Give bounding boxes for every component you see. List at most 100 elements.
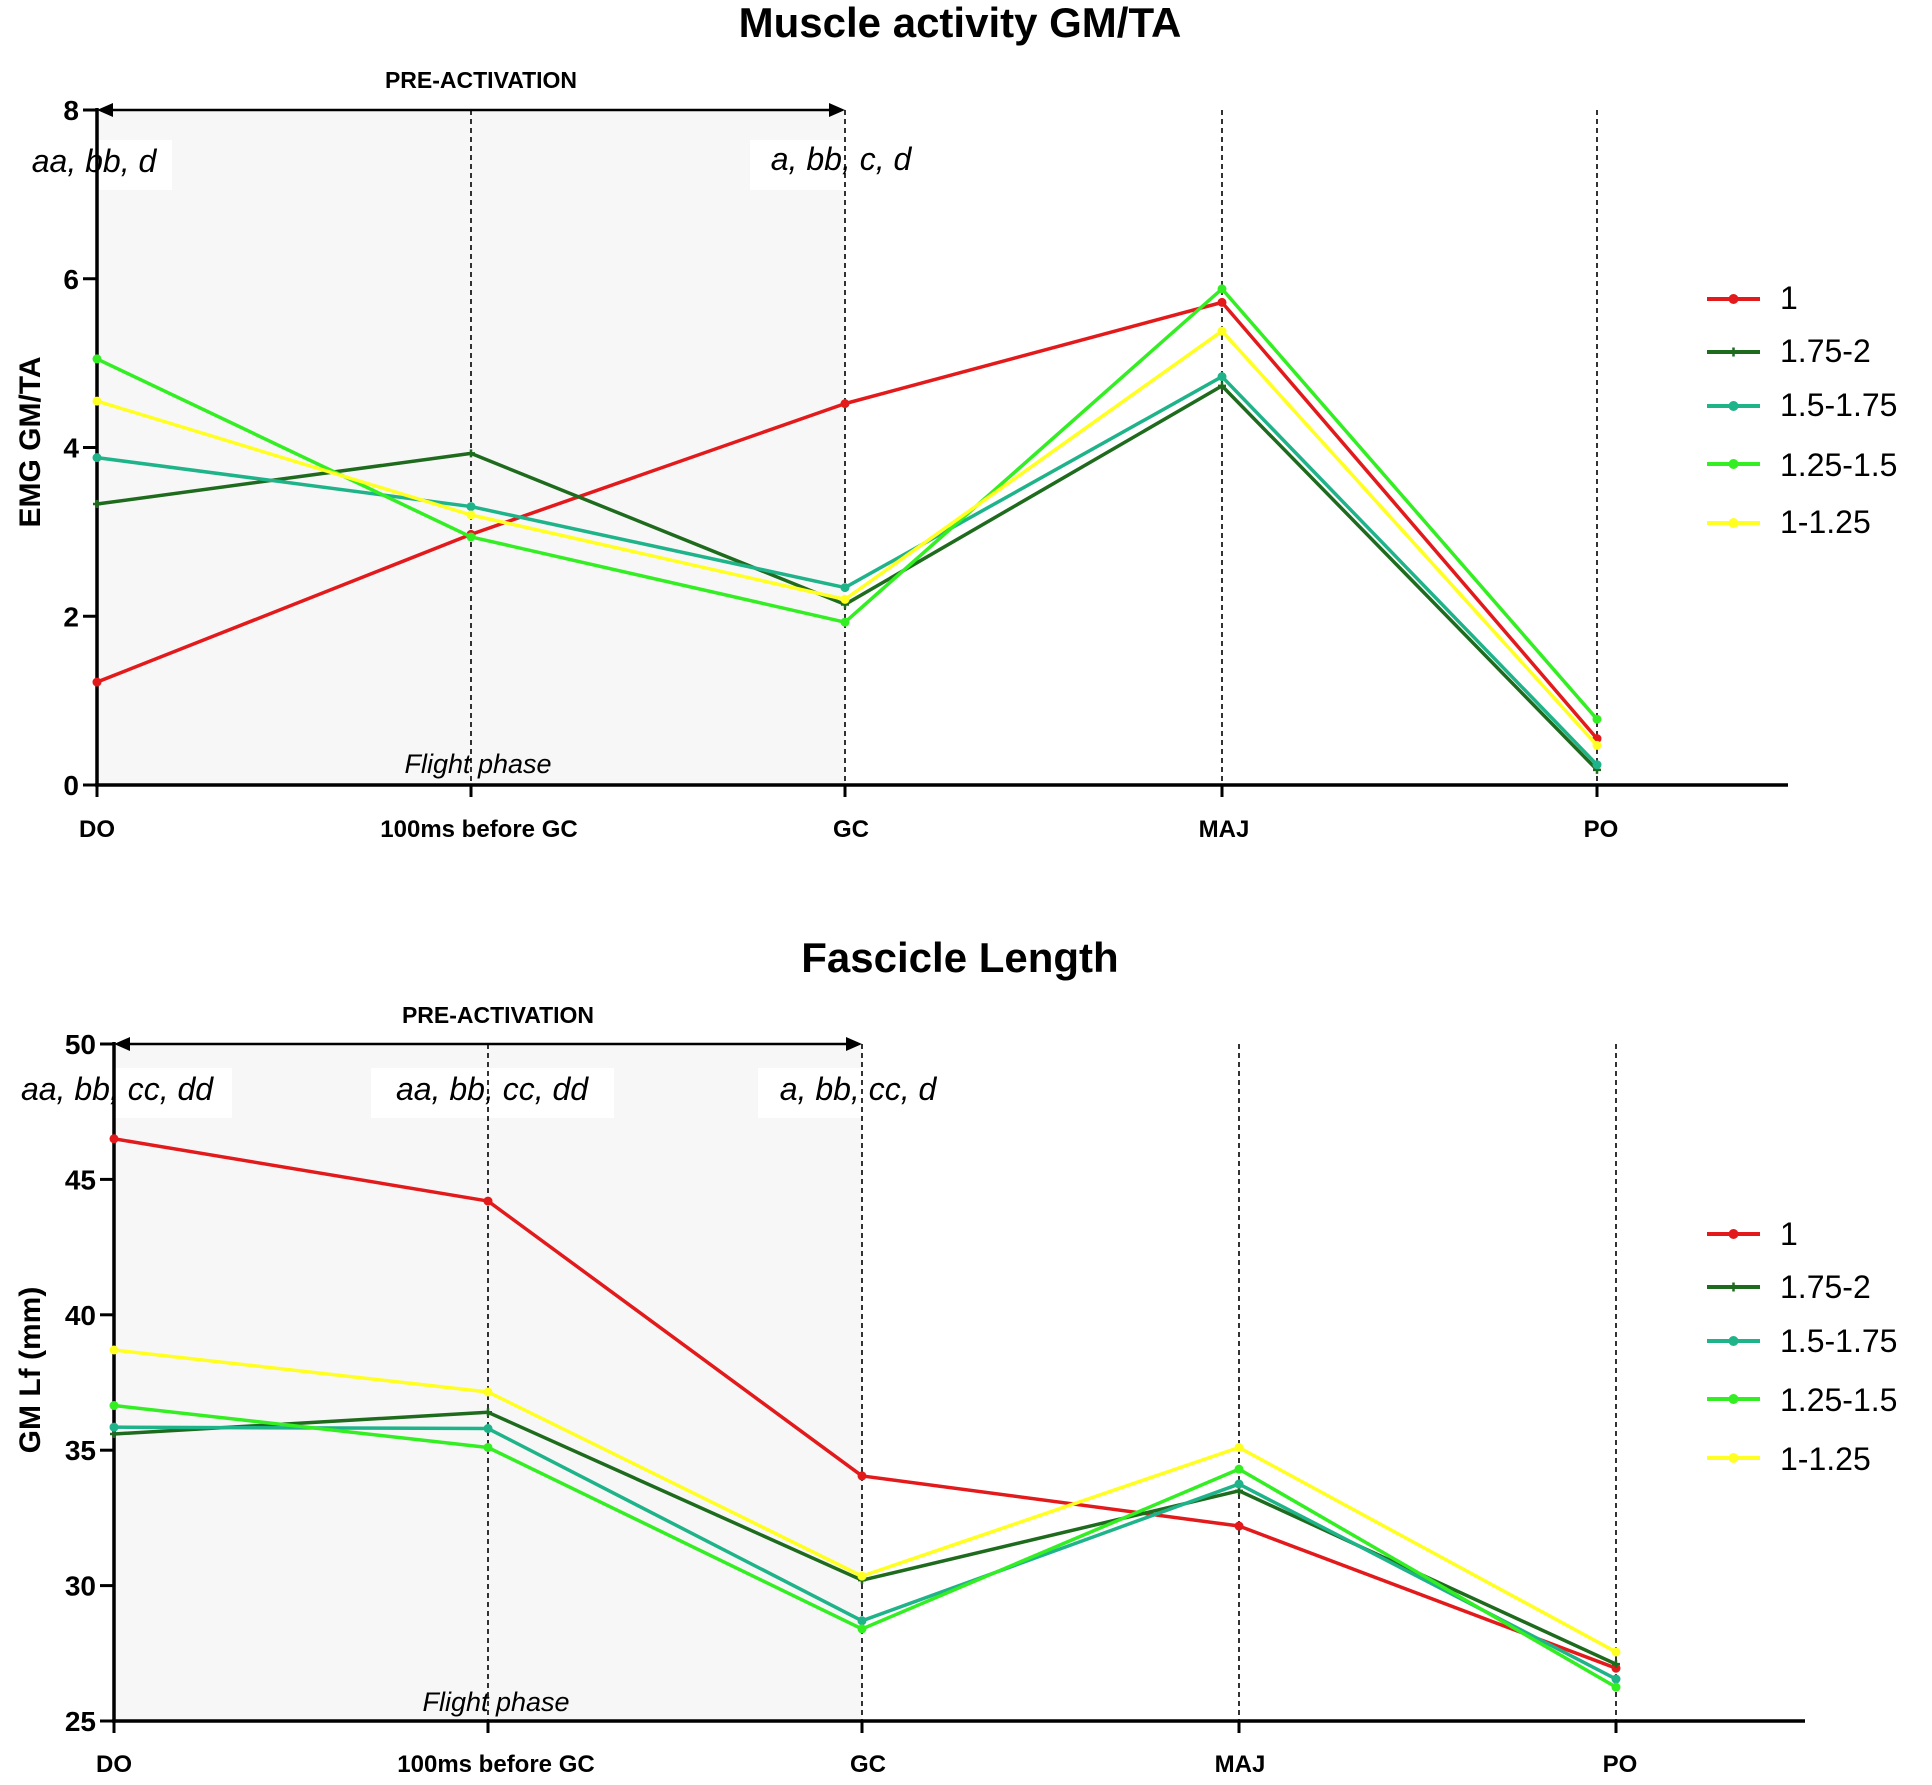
data-point [93, 500, 101, 509]
data-point [466, 510, 476, 520]
legend-swatch-marker [1729, 347, 1738, 357]
legend-swatch-marker [1728, 401, 1739, 411]
data-point [1234, 1464, 1244, 1474]
data-point [109, 1401, 119, 1411]
series-layer [109, 1134, 1621, 1692]
x-tick-label: PO [1603, 1751, 1638, 1778]
legend-swatch-marker [1729, 1282, 1738, 1292]
legend-label: 1-1.25 [1780, 1441, 1871, 1477]
arrow-head-right [829, 103, 845, 117]
data-point [840, 583, 850, 593]
data-point [1217, 284, 1227, 294]
series-1-1.25 [109, 1345, 1621, 1657]
flight-phase-label: Flight phase [422, 1687, 569, 1717]
preactivation-label: PRE-ACTIVATION [402, 1002, 594, 1028]
data-point [1592, 714, 1602, 724]
series-1-1.25 [92, 326, 1602, 750]
y-tick-label: 25 [65, 1706, 96, 1737]
significance-annotation: aa, bb, d [32, 143, 158, 179]
data-point [1592, 740, 1602, 750]
data-point [1217, 297, 1227, 307]
x-tick-label: DO [96, 1751, 132, 1778]
annotation-box [758, 1068, 958, 1118]
data-point [92, 677, 102, 687]
y-tick-label: 2 [63, 601, 79, 632]
legend-swatch-marker [1728, 1394, 1739, 1404]
y-tick-label: 50 [65, 1029, 96, 1060]
y-tick-label: 30 [65, 1571, 96, 1602]
y-axis-label: GM Lf (mm) [14, 1287, 47, 1454]
data-point [1234, 1479, 1244, 1489]
x-tick-label: DO [79, 816, 115, 843]
series-1.5-1.75 [92, 372, 1602, 770]
y-tick-label: 35 [65, 1435, 96, 1466]
data-point [109, 1345, 119, 1355]
x-tick-label: MAJ [1199, 816, 1250, 843]
significance-annotation: aa, bb, cc, dd [396, 1071, 589, 1107]
data-point [92, 396, 102, 406]
data-point [1611, 1663, 1621, 1673]
legend-label: 1.5-1.75 [1780, 387, 1897, 423]
data-point [1612, 1660, 1620, 1669]
legend-swatch-marker [1728, 459, 1739, 469]
data-point [1611, 1674, 1621, 1684]
y-tick-label: 0 [63, 770, 79, 801]
data-point [1611, 1647, 1621, 1657]
legend-swatch-marker [1728, 518, 1739, 528]
x-tick-label: PO [1584, 816, 1619, 843]
y-tick-label: 45 [65, 1164, 96, 1195]
data-point [92, 354, 102, 364]
data-point [1234, 1442, 1244, 1452]
significance-annotation: a, bb, cc, d [780, 1071, 938, 1107]
data-point [840, 399, 850, 409]
data-point [857, 1571, 867, 1581]
data-point [857, 1471, 867, 1481]
significance-annotation: a, bb, c, d [771, 141, 913, 177]
chart-title: Fascicle Length [801, 934, 1118, 981]
data-point [483, 1387, 493, 1397]
chart-muscle-activity: 0 2 4 6 8 Muscle activity GM/TA EMG GM/TA PR… [14, 0, 1897, 843]
data-point [1234, 1521, 1244, 1531]
data-point [467, 449, 475, 458]
x-tick-label: MAJ [1215, 1751, 1266, 1778]
y-tick-label: 8 [63, 95, 79, 126]
series-1.5-1.75 [109, 1422, 1621, 1684]
significance-annotation: aa, bb, cc, dd [21, 1071, 214, 1107]
data-point [483, 1442, 493, 1452]
y-axis-label: EMG GM/TA [14, 356, 47, 527]
data-point [857, 1624, 867, 1634]
data-point [466, 532, 476, 542]
legend-swatch-marker [1728, 1229, 1739, 1239]
series-1.25-1.5 [109, 1401, 1621, 1692]
data-point [1592, 760, 1602, 770]
data-point [483, 1196, 493, 1206]
y-tick-label: 6 [63, 264, 79, 295]
data-point [483, 1424, 493, 1434]
data-point [1218, 381, 1226, 390]
annotation-box [371, 1068, 614, 1118]
legend-label: 1.5-1.75 [1780, 1323, 1897, 1359]
preactivation-label: PRE-ACTIVATION [385, 67, 577, 93]
legend-swatch-marker [1728, 1336, 1739, 1346]
data-point [484, 1408, 492, 1417]
annotation-box [2, 1068, 232, 1118]
legend-swatch-marker [1728, 1453, 1739, 1463]
data-point [109, 1134, 119, 1144]
legend-label: 1.75-2 [1780, 1269, 1871, 1305]
legend-label: 1.75-2 [1780, 333, 1871, 369]
data-point [1217, 326, 1227, 336]
legend-label: 1.25-1.5 [1780, 447, 1897, 483]
x-tick-label: GC [833, 816, 869, 843]
series-1.75-2 [93, 381, 1601, 774]
data-point [840, 617, 850, 627]
x-tick-label: 100ms before GC [380, 816, 577, 843]
data-point [840, 594, 850, 604]
y-tick-label: 4 [63, 433, 79, 464]
data-point [857, 1616, 867, 1626]
legend-swatch-marker [1728, 294, 1739, 304]
arrow-head-left [97, 103, 113, 117]
legend-label: 1.25-1.5 [1780, 1382, 1897, 1418]
